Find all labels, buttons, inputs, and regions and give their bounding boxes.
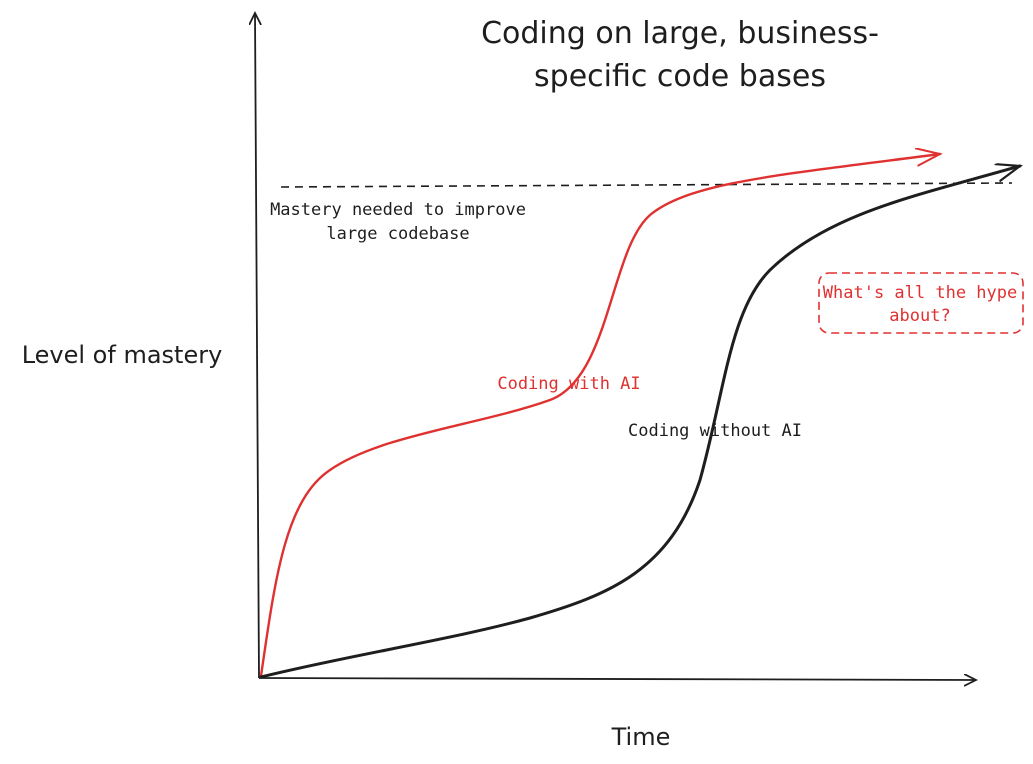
threshold-label-line-2: large codebase bbox=[326, 224, 469, 244]
y-axis-label: Level of mastery bbox=[22, 341, 223, 369]
annotation-text-line-1: What's all the hype bbox=[823, 283, 1017, 303]
chart-title-line-1: Coding on large, business- bbox=[481, 16, 879, 51]
chart-title-line-2: specific code bases bbox=[534, 59, 826, 94]
y-axis bbox=[255, 14, 259, 679]
x-axis bbox=[258, 678, 975, 680]
mastery-threshold-line bbox=[280, 182, 1013, 188]
x-axis-label: Time bbox=[611, 723, 671, 751]
annotation-text-line-2: about? bbox=[889, 306, 950, 326]
series-line-coding-with-ai bbox=[259, 154, 940, 678]
series-line-coding-without-ai bbox=[259, 166, 1020, 679]
series-label-coding-without-ai: Coding without AI bbox=[628, 421, 802, 441]
series-label-coding-with-ai: Coding with AI bbox=[497, 374, 640, 394]
annotation-box bbox=[818, 272, 1024, 334]
threshold-label-line-1: Mastery needed to improve bbox=[270, 200, 526, 220]
